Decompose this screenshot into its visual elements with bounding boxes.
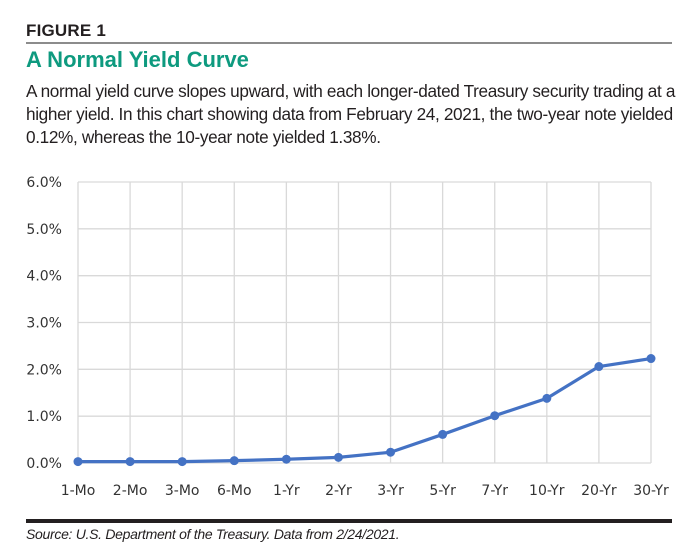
chart-gridlines xyxy=(77,181,652,464)
data-point-marker xyxy=(125,457,135,467)
source-note: Source: U.S. Department of the Treasury.… xyxy=(26,526,400,542)
figure-title: A Normal Yield Curve xyxy=(26,47,249,72)
x-tick-label: 3-Yr xyxy=(377,483,404,499)
footer-divider xyxy=(26,519,672,523)
x-tick-label: 3-Mo xyxy=(165,483,200,499)
x-tick-label: 30-Yr xyxy=(633,483,669,499)
x-tick-label: 2-Yr xyxy=(325,483,352,499)
yield-curve-chart: 0.0% 1.0% 2.0% 3.0% 4.0% 5.0% 6.0% 1-Mo 2-Mo 3-M… xyxy=(26,175,669,499)
x-tick-label: 7-Yr xyxy=(481,483,508,499)
x-tick-label: 1-Mo xyxy=(61,483,96,499)
header-divider xyxy=(26,42,672,44)
data-point-marker xyxy=(229,456,239,466)
y-tick-label: 1.0% xyxy=(26,409,62,425)
x-tick-label: 20-Yr xyxy=(581,483,617,499)
data-point-marker xyxy=(646,354,656,364)
y-tick-label: 2.0% xyxy=(26,362,62,378)
y-axis-labels: 0.0% 1.0% 2.0% 3.0% 4.0% 5.0% 6.0% xyxy=(26,175,62,472)
y-tick-label: 6.0% xyxy=(26,175,62,191)
figure-label: FIGURE 1 xyxy=(26,21,107,40)
x-axis-labels: 1-Mo 2-Mo 3-Mo 6-Mo 1-Yr 2-Yr 3-Yr 5-Yr 7-Yr 10-Y… xyxy=(61,483,669,499)
x-tick-label: 5-Yr xyxy=(429,483,456,499)
data-point-marker xyxy=(542,393,552,403)
data-point-marker xyxy=(490,411,500,421)
y-tick-label: 3.0% xyxy=(26,316,62,332)
figure-description: A normal yield curve slopes upward, with… xyxy=(26,81,676,147)
yield-series-line xyxy=(73,354,656,467)
y-tick-label: 5.0% xyxy=(26,222,62,238)
series-line xyxy=(78,356,652,464)
x-tick-label: 10-Yr xyxy=(529,483,565,499)
data-point-marker xyxy=(594,362,604,372)
y-tick-label: 4.0% xyxy=(26,269,62,285)
data-point-marker xyxy=(73,457,83,467)
y-tick-label: 0.0% xyxy=(26,456,62,472)
data-point-marker xyxy=(438,429,448,439)
x-tick-label: 1-Yr xyxy=(273,483,300,499)
x-tick-label: 2-Mo xyxy=(113,483,148,499)
data-point-marker xyxy=(386,447,396,457)
data-point-marker xyxy=(333,452,343,462)
data-point-marker xyxy=(281,454,291,464)
x-tick-label: 6-Mo xyxy=(217,483,252,499)
data-point-marker xyxy=(177,457,187,467)
